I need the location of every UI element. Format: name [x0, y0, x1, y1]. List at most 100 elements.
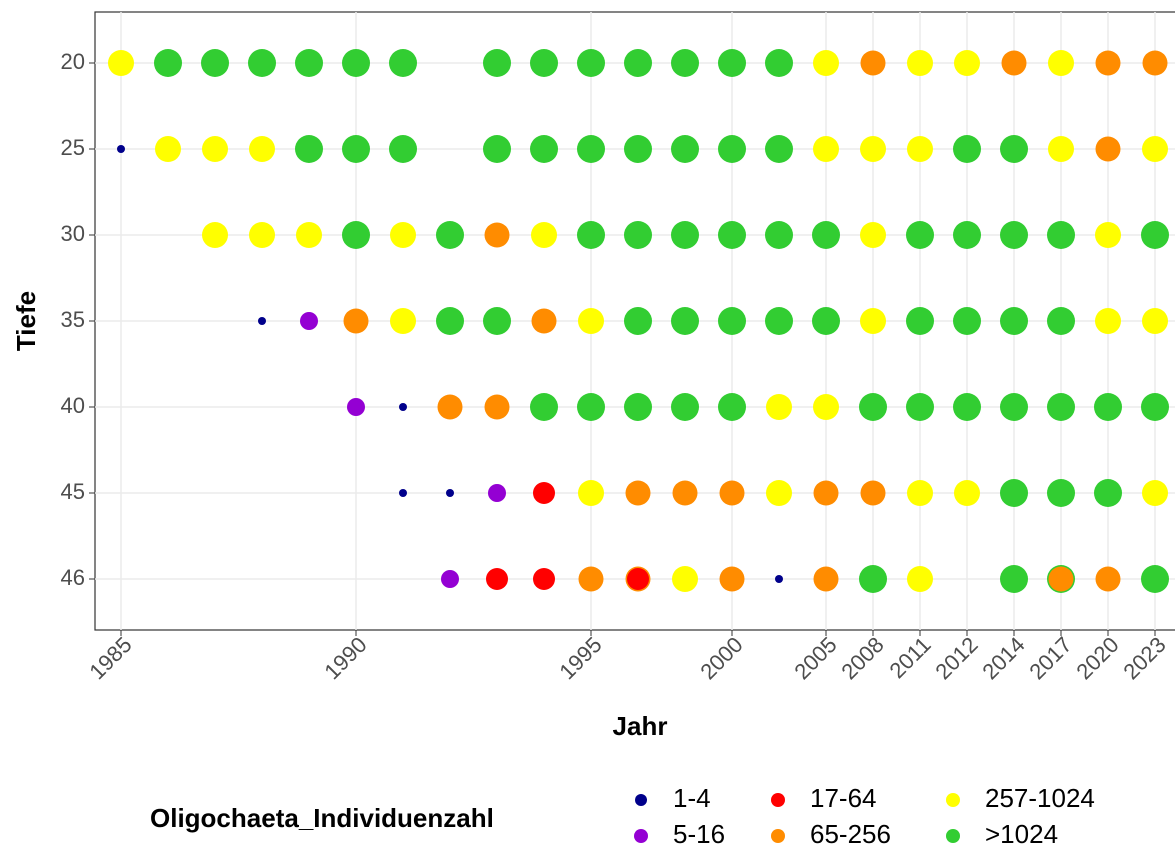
dot [954, 480, 980, 506]
x-tick-label: 2005 [789, 632, 841, 684]
dot [624, 221, 652, 249]
dot [813, 136, 839, 162]
dot [1141, 393, 1169, 421]
dot [1095, 222, 1121, 248]
dot [488, 484, 506, 502]
dot [1048, 566, 1074, 592]
dot [813, 566, 839, 592]
legend-label: >1024 [985, 819, 1058, 849]
dot [1000, 565, 1028, 593]
dot [390, 222, 416, 248]
dot [859, 393, 887, 421]
dot [624, 49, 652, 77]
dot [860, 308, 886, 334]
x-tick-label: 2008 [836, 632, 888, 684]
dot [953, 393, 981, 421]
legend-label: 1-4 [673, 783, 711, 813]
dot [577, 49, 605, 77]
dot [202, 222, 228, 248]
dot [1000, 221, 1028, 249]
dot [907, 566, 933, 592]
dot [1094, 479, 1122, 507]
dot [1142, 50, 1168, 76]
dot [436, 307, 464, 335]
dot [672, 480, 698, 506]
dot [860, 480, 886, 506]
dot [1048, 136, 1074, 162]
dot [342, 135, 370, 163]
dot [860, 50, 886, 76]
legend-swatch [946, 793, 960, 807]
dot [201, 49, 229, 77]
dot [766, 394, 792, 420]
dot [1142, 308, 1168, 334]
dot [813, 480, 839, 506]
dot [1047, 479, 1075, 507]
dot [1095, 308, 1121, 334]
dot [202, 136, 228, 162]
dot [813, 50, 839, 76]
dot [953, 135, 981, 163]
y-tick-label: 20 [61, 49, 85, 74]
x-tick-label: 2020 [1071, 632, 1123, 684]
y-tick-label: 35 [61, 307, 85, 332]
dot [907, 480, 933, 506]
dot [530, 135, 558, 163]
x-tick-label: 1985 [84, 632, 136, 684]
legend-label: 257-1024 [985, 783, 1095, 813]
dot [437, 394, 463, 420]
dot [484, 222, 510, 248]
dot [577, 393, 605, 421]
y-tick-label: 30 [61, 221, 85, 246]
dot [295, 135, 323, 163]
dot [390, 308, 416, 334]
legend-swatch [771, 793, 785, 807]
dot [530, 49, 558, 77]
dot [1141, 221, 1169, 249]
dot [117, 145, 125, 153]
legend-swatch [771, 829, 785, 843]
x-axis-title: Jahr [613, 711, 668, 741]
dot [859, 565, 887, 593]
dot [906, 393, 934, 421]
dot [1048, 50, 1074, 76]
marks [108, 49, 1169, 593]
dot [1000, 393, 1028, 421]
legend-title: Oligochaeta_Individuenzahl [150, 803, 494, 833]
dot [627, 568, 649, 590]
y-tick-label: 45 [61, 479, 85, 504]
dot [719, 566, 745, 592]
dot [155, 136, 181, 162]
dot [296, 222, 322, 248]
legend-swatch [634, 829, 648, 843]
x-tick-label: 2014 [977, 632, 1029, 684]
x-tick-label: 2011 [885, 632, 936, 683]
dot [671, 221, 699, 249]
dot [671, 307, 699, 335]
dot [342, 49, 370, 77]
dot [530, 393, 558, 421]
dot [1001, 50, 1027, 76]
dot [578, 308, 604, 334]
dot [775, 575, 783, 583]
legend-swatch [635, 794, 647, 806]
dot [907, 50, 933, 76]
dot [1095, 566, 1121, 592]
dot [718, 221, 746, 249]
x-tick-label: 2017 [1024, 632, 1076, 684]
x-tick-label: 1995 [554, 632, 606, 684]
dot [1095, 136, 1121, 162]
dot [671, 393, 699, 421]
dot [719, 480, 745, 506]
legend-label: 65-256 [810, 819, 891, 849]
dot [483, 307, 511, 335]
dot [347, 398, 365, 416]
x-tick-label: 1990 [319, 632, 371, 684]
dot [533, 568, 555, 590]
dot [531, 308, 557, 334]
dot [1141, 565, 1169, 593]
dot [672, 566, 698, 592]
dot [1000, 479, 1028, 507]
legend-label: 17-64 [810, 783, 877, 813]
